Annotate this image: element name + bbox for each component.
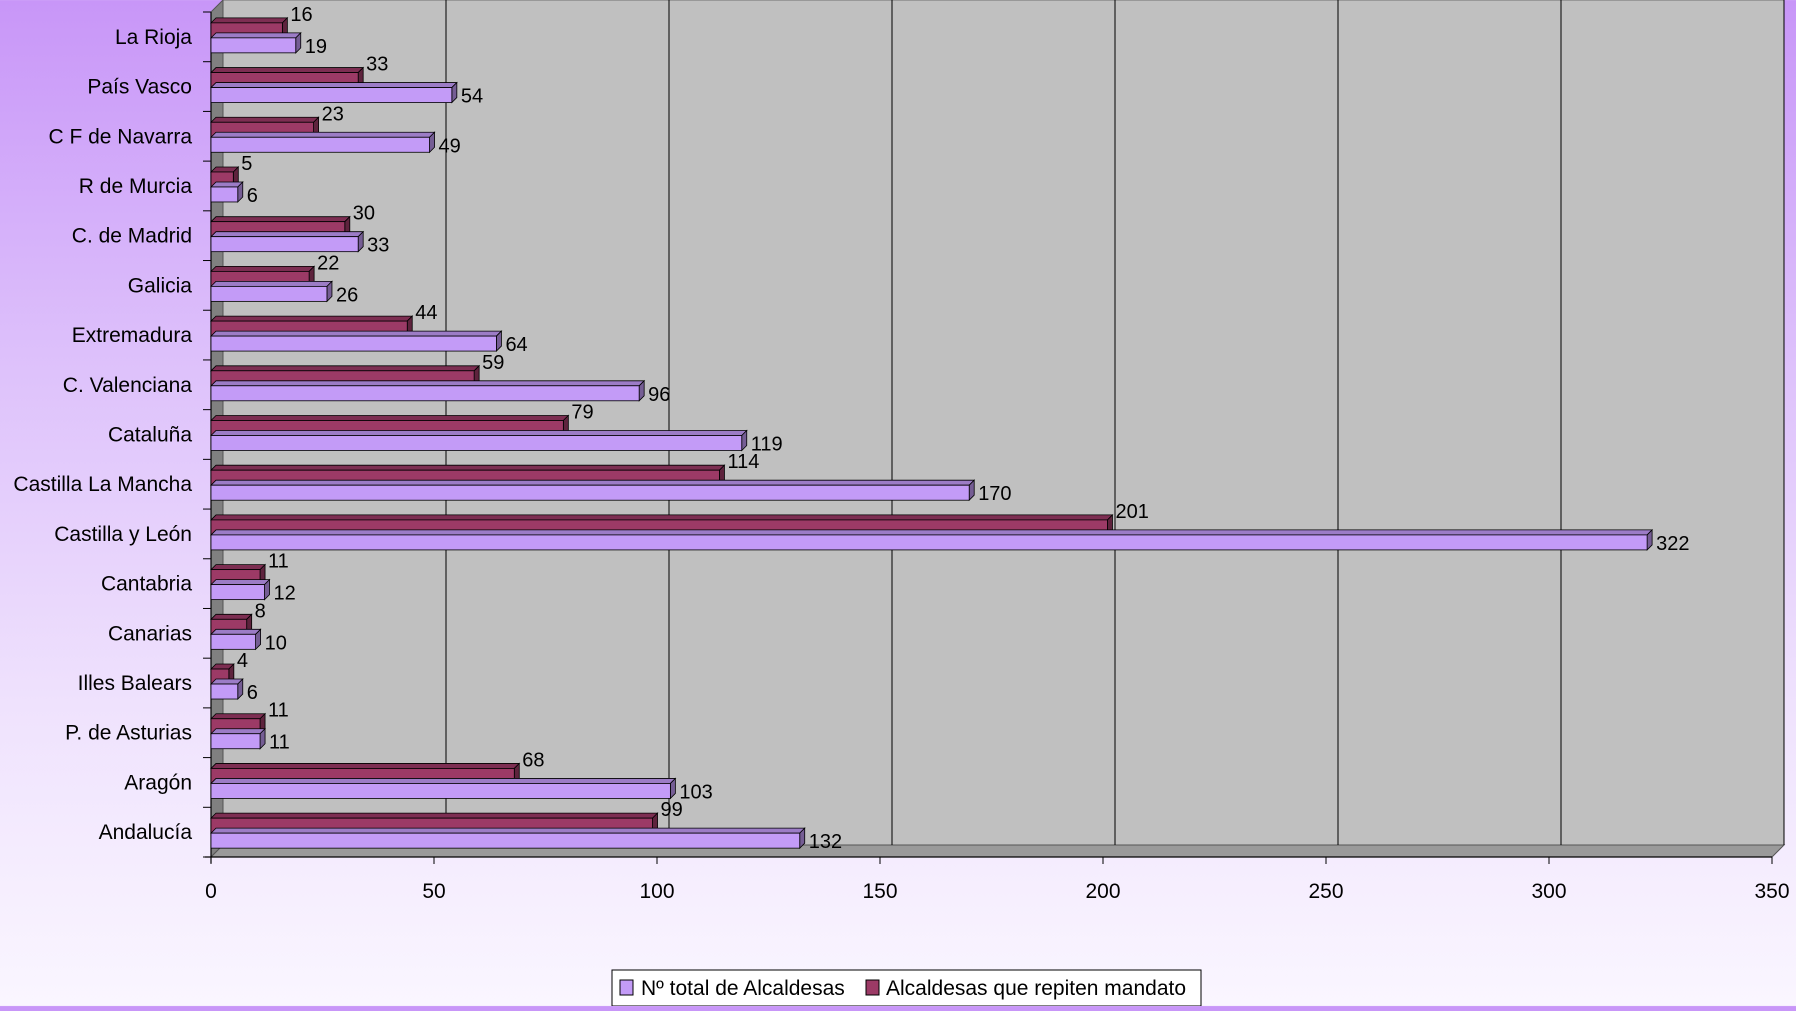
x-tick-label: 250 (1308, 880, 1343, 903)
data-label: 33 (367, 235, 389, 257)
data-label: 30 (353, 203, 375, 225)
legend-swatch-repiten (865, 979, 880, 996)
bar-total (210, 628, 262, 651)
category-label: P. de Asturias (65, 722, 192, 745)
data-label: 5 (241, 153, 252, 175)
x-tick-label: 50 (422, 880, 445, 903)
data-label: 23 (322, 103, 344, 125)
legend-box (611, 969, 1202, 1007)
data-label: 6 (247, 682, 258, 704)
category-label: Illes Balears (78, 672, 192, 695)
category-label: C. de Madrid (72, 225, 192, 248)
data-label: 119 (751, 434, 783, 456)
x-tick-label: 350 (1754, 880, 1789, 903)
data-label: 64 (505, 334, 527, 356)
data-label: 114 (727, 451, 759, 473)
x-tick-label: 300 (1531, 880, 1566, 903)
x-tick-label: 150 (862, 880, 897, 903)
bar-repiten (210, 563, 267, 586)
bar-total (210, 181, 244, 203)
data-label: 12 (274, 583, 296, 605)
bar-total (210, 429, 748, 452)
data-label: 322 (1656, 533, 1689, 555)
data-label: 22 (317, 252, 339, 274)
bar-total (210, 777, 677, 800)
data-label: 8 (255, 600, 266, 622)
bar-total (210, 528, 1654, 551)
bar-total (210, 379, 646, 402)
x-tick-label: 100 (639, 880, 674, 903)
data-label: 79 (571, 402, 593, 424)
category-label: R de Murcia (79, 175, 193, 198)
bar-total (210, 31, 302, 54)
category-label: Canarias (108, 622, 192, 645)
data-label: 33 (366, 54, 388, 76)
category-label: Castilla y León (54, 523, 192, 546)
bar-total (210, 230, 365, 253)
data-label: 10 (265, 632, 287, 654)
data-label: 11 (269, 732, 290, 754)
data-label: 6 (247, 185, 258, 207)
data-label: 19 (305, 36, 327, 58)
data-label: 201 (1115, 501, 1148, 523)
data-label: 96 (648, 384, 670, 406)
data-label: 11 (268, 551, 289, 573)
bar-total (210, 479, 976, 502)
data-label: 103 (679, 781, 712, 803)
bar-total (210, 330, 503, 353)
x-tick-label: 200 (1085, 880, 1120, 903)
data-label: 59 (482, 352, 504, 374)
data-label: 170 (978, 483, 1011, 505)
bar-total (210, 827, 806, 850)
data-label: 132 (809, 831, 842, 853)
category-label: País Vasco (87, 76, 192, 99)
category-label: La Rioja (115, 26, 192, 49)
bar-total (210, 678, 244, 700)
category-label: Extremadura (72, 324, 193, 347)
bar-total (210, 578, 271, 601)
data-label: 16 (290, 4, 312, 26)
data-label: 4 (237, 650, 248, 672)
data-label: 99 (661, 799, 683, 821)
data-label: 11 (268, 700, 289, 722)
category-label: C F de Navarra (48, 125, 192, 148)
category-label: Aragón (124, 771, 192, 794)
category-label: Cataluña (108, 424, 192, 447)
data-label: 44 (415, 302, 437, 324)
bar-total (210, 280, 333, 303)
category-label: Andalucía (99, 821, 193, 844)
category-label: Cantabria (101, 573, 192, 596)
data-label: 68 (522, 749, 544, 771)
category-label: Galicia (128, 274, 193, 297)
category-label: Castilla La Mancha (13, 473, 192, 496)
x-tick-label: 0 (205, 880, 217, 903)
bar-total (210, 131, 436, 154)
bar-total (210, 81, 458, 104)
data-label: 49 (439, 135, 461, 157)
data-label: 54 (461, 86, 483, 108)
category-label: C. Valenciana (63, 374, 193, 397)
legend-label-repiten: Alcaldesas que repiten mandato (886, 977, 1186, 1000)
legend-swatch-total (619, 979, 634, 996)
bar-total (210, 727, 267, 750)
data-label: 26 (336, 284, 358, 306)
legend-label-total: Nº total de Alcaldesas (641, 977, 845, 1000)
